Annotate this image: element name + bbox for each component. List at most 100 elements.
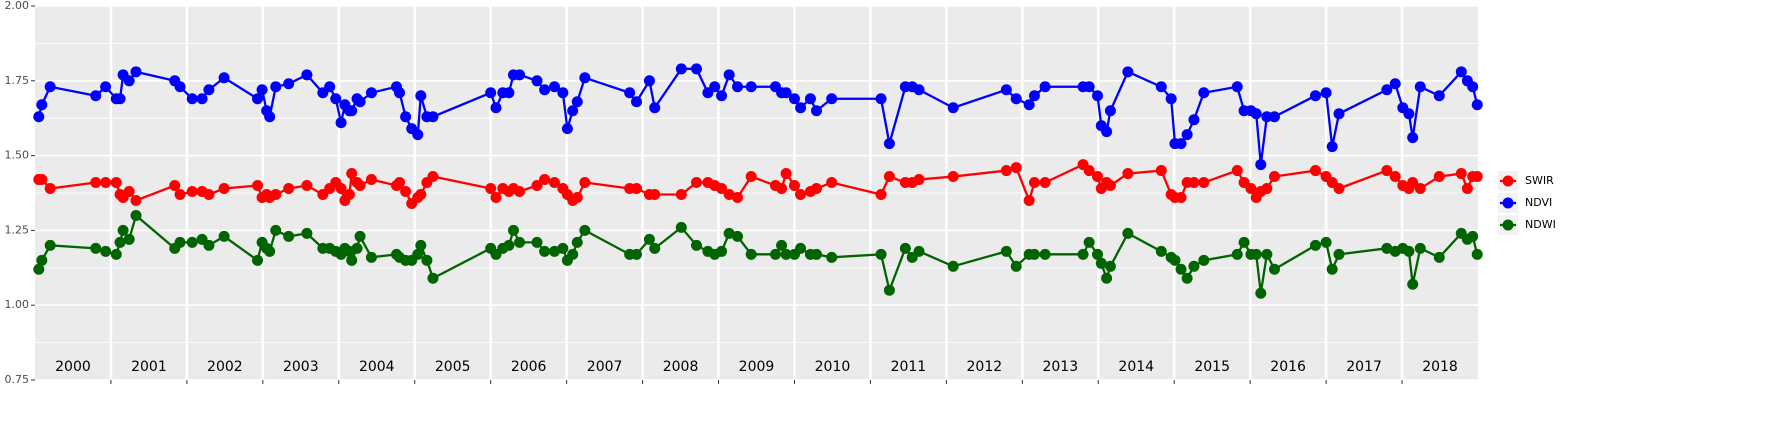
- point: [1255, 287, 1267, 299]
- year-label: 2008: [663, 359, 699, 375]
- point: [301, 69, 313, 81]
- point: [1083, 81, 1095, 93]
- point: [795, 242, 807, 254]
- point: [531, 180, 543, 192]
- point: [947, 260, 959, 272]
- point: [675, 221, 687, 233]
- point: [1010, 93, 1022, 105]
- point: [365, 251, 377, 263]
- point: [354, 230, 366, 242]
- point: [776, 183, 788, 195]
- point: [503, 239, 515, 251]
- y-tick-label: 2.00: [5, 0, 30, 12]
- point: [1389, 171, 1401, 183]
- point: [732, 81, 744, 93]
- point: [1333, 248, 1345, 260]
- point: [548, 245, 560, 257]
- point: [412, 248, 424, 260]
- point: [1165, 93, 1177, 105]
- point: [1155, 245, 1167, 257]
- point: [1261, 183, 1273, 195]
- point: [110, 248, 122, 260]
- y-tick-label: 1.75: [5, 74, 30, 87]
- point: [732, 191, 744, 203]
- point: [780, 168, 792, 180]
- point: [947, 102, 959, 114]
- point: [90, 90, 102, 102]
- year-label: 2017: [1346, 359, 1382, 375]
- point: [33, 263, 45, 275]
- point: [804, 93, 816, 105]
- point: [264, 111, 276, 123]
- point: [631, 248, 643, 260]
- point: [218, 230, 230, 242]
- point: [1104, 180, 1116, 192]
- point: [1403, 245, 1415, 257]
- point: [1039, 81, 1051, 93]
- point: [114, 93, 126, 105]
- point: [415, 188, 427, 200]
- point: [110, 177, 122, 189]
- point: [1433, 90, 1445, 102]
- point: [252, 180, 264, 192]
- point: [100, 245, 112, 257]
- point: [252, 254, 264, 266]
- point: [624, 87, 636, 99]
- point: [427, 171, 439, 183]
- point: [788, 93, 800, 105]
- point: [631, 183, 643, 195]
- point: [1238, 236, 1250, 248]
- y-tick-label: 1.00: [5, 298, 30, 311]
- point: [723, 188, 735, 200]
- point: [301, 227, 313, 239]
- point: [826, 177, 838, 189]
- point: [557, 242, 569, 254]
- point: [548, 81, 560, 93]
- point: [875, 93, 887, 105]
- point: [130, 209, 142, 221]
- point: [427, 111, 439, 123]
- year-label: 2012: [967, 359, 1003, 375]
- point: [745, 171, 757, 183]
- year-label: 2002: [207, 359, 243, 375]
- point: [44, 183, 56, 195]
- point: [394, 177, 406, 189]
- point: [270, 81, 282, 93]
- point: [1414, 242, 1426, 254]
- point: [1455, 168, 1467, 180]
- point: [514, 69, 526, 81]
- point: [301, 180, 313, 192]
- point: [675, 188, 687, 200]
- point: [264, 245, 276, 257]
- point: [913, 174, 925, 186]
- point: [1467, 230, 1479, 242]
- point: [1028, 177, 1040, 189]
- point: [1092, 248, 1104, 260]
- point: [283, 183, 295, 195]
- point: [218, 183, 230, 195]
- point: [354, 96, 366, 108]
- year-label: 2005: [435, 359, 471, 375]
- point: [826, 93, 838, 105]
- point: [1231, 248, 1243, 260]
- point: [123, 233, 135, 245]
- point: [1320, 87, 1332, 99]
- point: [1471, 99, 1483, 111]
- point: [531, 75, 543, 87]
- point: [571, 96, 583, 108]
- point: [716, 245, 728, 257]
- point: [324, 81, 336, 93]
- point: [44, 81, 56, 93]
- point: [1326, 263, 1338, 275]
- point: [1309, 239, 1321, 251]
- point: [1010, 162, 1022, 174]
- year-label: 2009: [739, 359, 775, 375]
- point: [1188, 114, 1200, 126]
- point: [123, 75, 135, 87]
- point: [1471, 171, 1483, 183]
- point: [36, 254, 48, 266]
- point: [883, 284, 895, 296]
- point: [883, 138, 895, 150]
- point: [36, 99, 48, 111]
